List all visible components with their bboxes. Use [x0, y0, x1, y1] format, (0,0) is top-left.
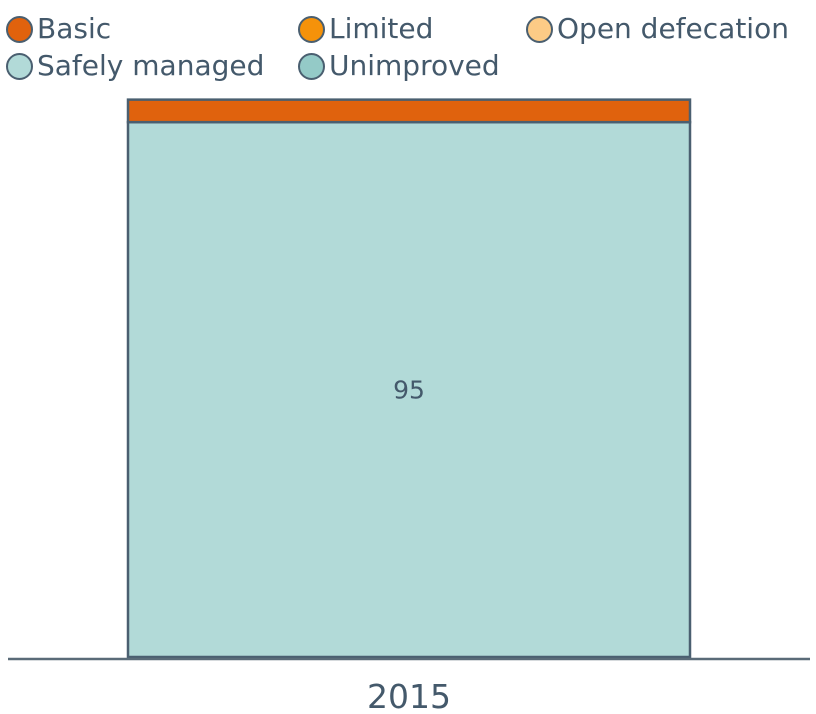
legend-swatch-basic — [6, 15, 33, 43]
data-label-safely-managed-2015: 95 — [393, 376, 425, 405]
legend-swatch-open-defecation — [526, 15, 553, 43]
x-tick-label-2015: 2015 — [367, 677, 451, 714]
bar-segment-basic-2015 — [126, 98, 692, 124]
legend-label-open-defecation: Open defecation — [557, 12, 789, 45]
chart-legend: Basic Limited Open defecation Safely manage… — [0, 0, 816, 90]
legend-label-safely-managed: Safely managed — [37, 49, 265, 82]
legend-item-limited: Limited — [298, 11, 433, 47]
legend-swatch-limited — [298, 15, 325, 43]
legend-item-open-defecation: Open defecation — [526, 11, 789, 47]
legend-label-unimproved: Unimproved — [329, 49, 500, 82]
legend-item-safely-managed: Safely managed — [6, 48, 264, 84]
legend-item-unimproved: Unimproved — [298, 48, 500, 84]
legend-label-basic: Basic — [37, 12, 112, 45]
legend-swatch-safely-managed — [6, 52, 33, 80]
legend-swatch-unimproved — [298, 52, 325, 80]
legend-label-limited: Limited — [329, 12, 434, 45]
bar-segment-safely-managed-2015 — [126, 120, 692, 659]
legend-item-basic: Basic — [6, 11, 111, 47]
